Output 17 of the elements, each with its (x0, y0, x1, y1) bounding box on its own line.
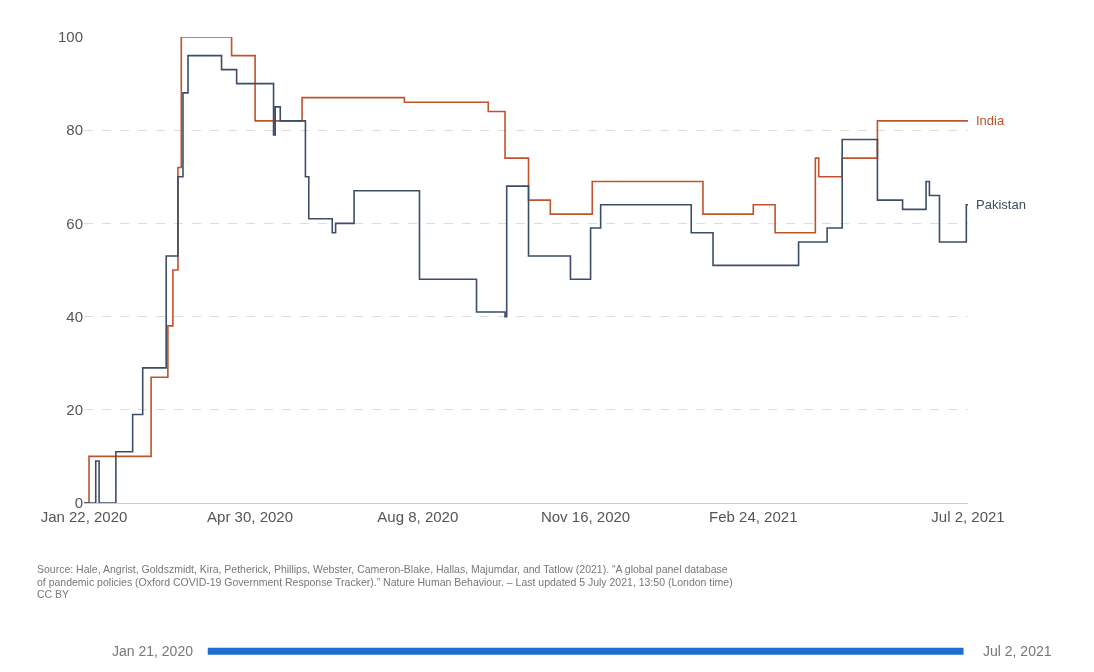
text: Jul 2, 2021 (983, 643, 1052, 659)
text: CC BY (37, 588, 70, 600)
y-tick-label: 20 (66, 401, 83, 419)
text: Jan 21, 2020 (112, 643, 194, 659)
x-tick-label: Apr 30, 2020 (207, 508, 294, 525)
text: of pandemic policies (Oxford COVID-19 Government Response Tracker).” Nature Human Behaviour. – Last updated 5 July 2021, 13:50 (London time) (37, 576, 733, 588)
x-tick-label: Feb 24, 2021 (709, 508, 798, 525)
y-tick-label: 60 (66, 214, 83, 232)
x-tick-label: Nov 16, 2020 (540, 508, 631, 525)
series-label: Pakistan (976, 197, 1026, 212)
y-tick-label: 80 (66, 121, 83, 139)
series-label: India (976, 113, 1005, 128)
x-tick-label: Aug 8, 2020 (377, 508, 459, 525)
y-tick-label: 40 (66, 307, 83, 325)
source-note: Source: Hale, Angrist, Goldszmidt, Kira, Petherick, Phillips, Webster, Cameron-Blake, Hallas, Majumdar, and Tatlow (2021). “A global panel database (37, 563, 728, 575)
y-tick-label: 100 (57, 28, 83, 46)
x-tick-label: Jul 2, 2021 (931, 508, 1005, 525)
